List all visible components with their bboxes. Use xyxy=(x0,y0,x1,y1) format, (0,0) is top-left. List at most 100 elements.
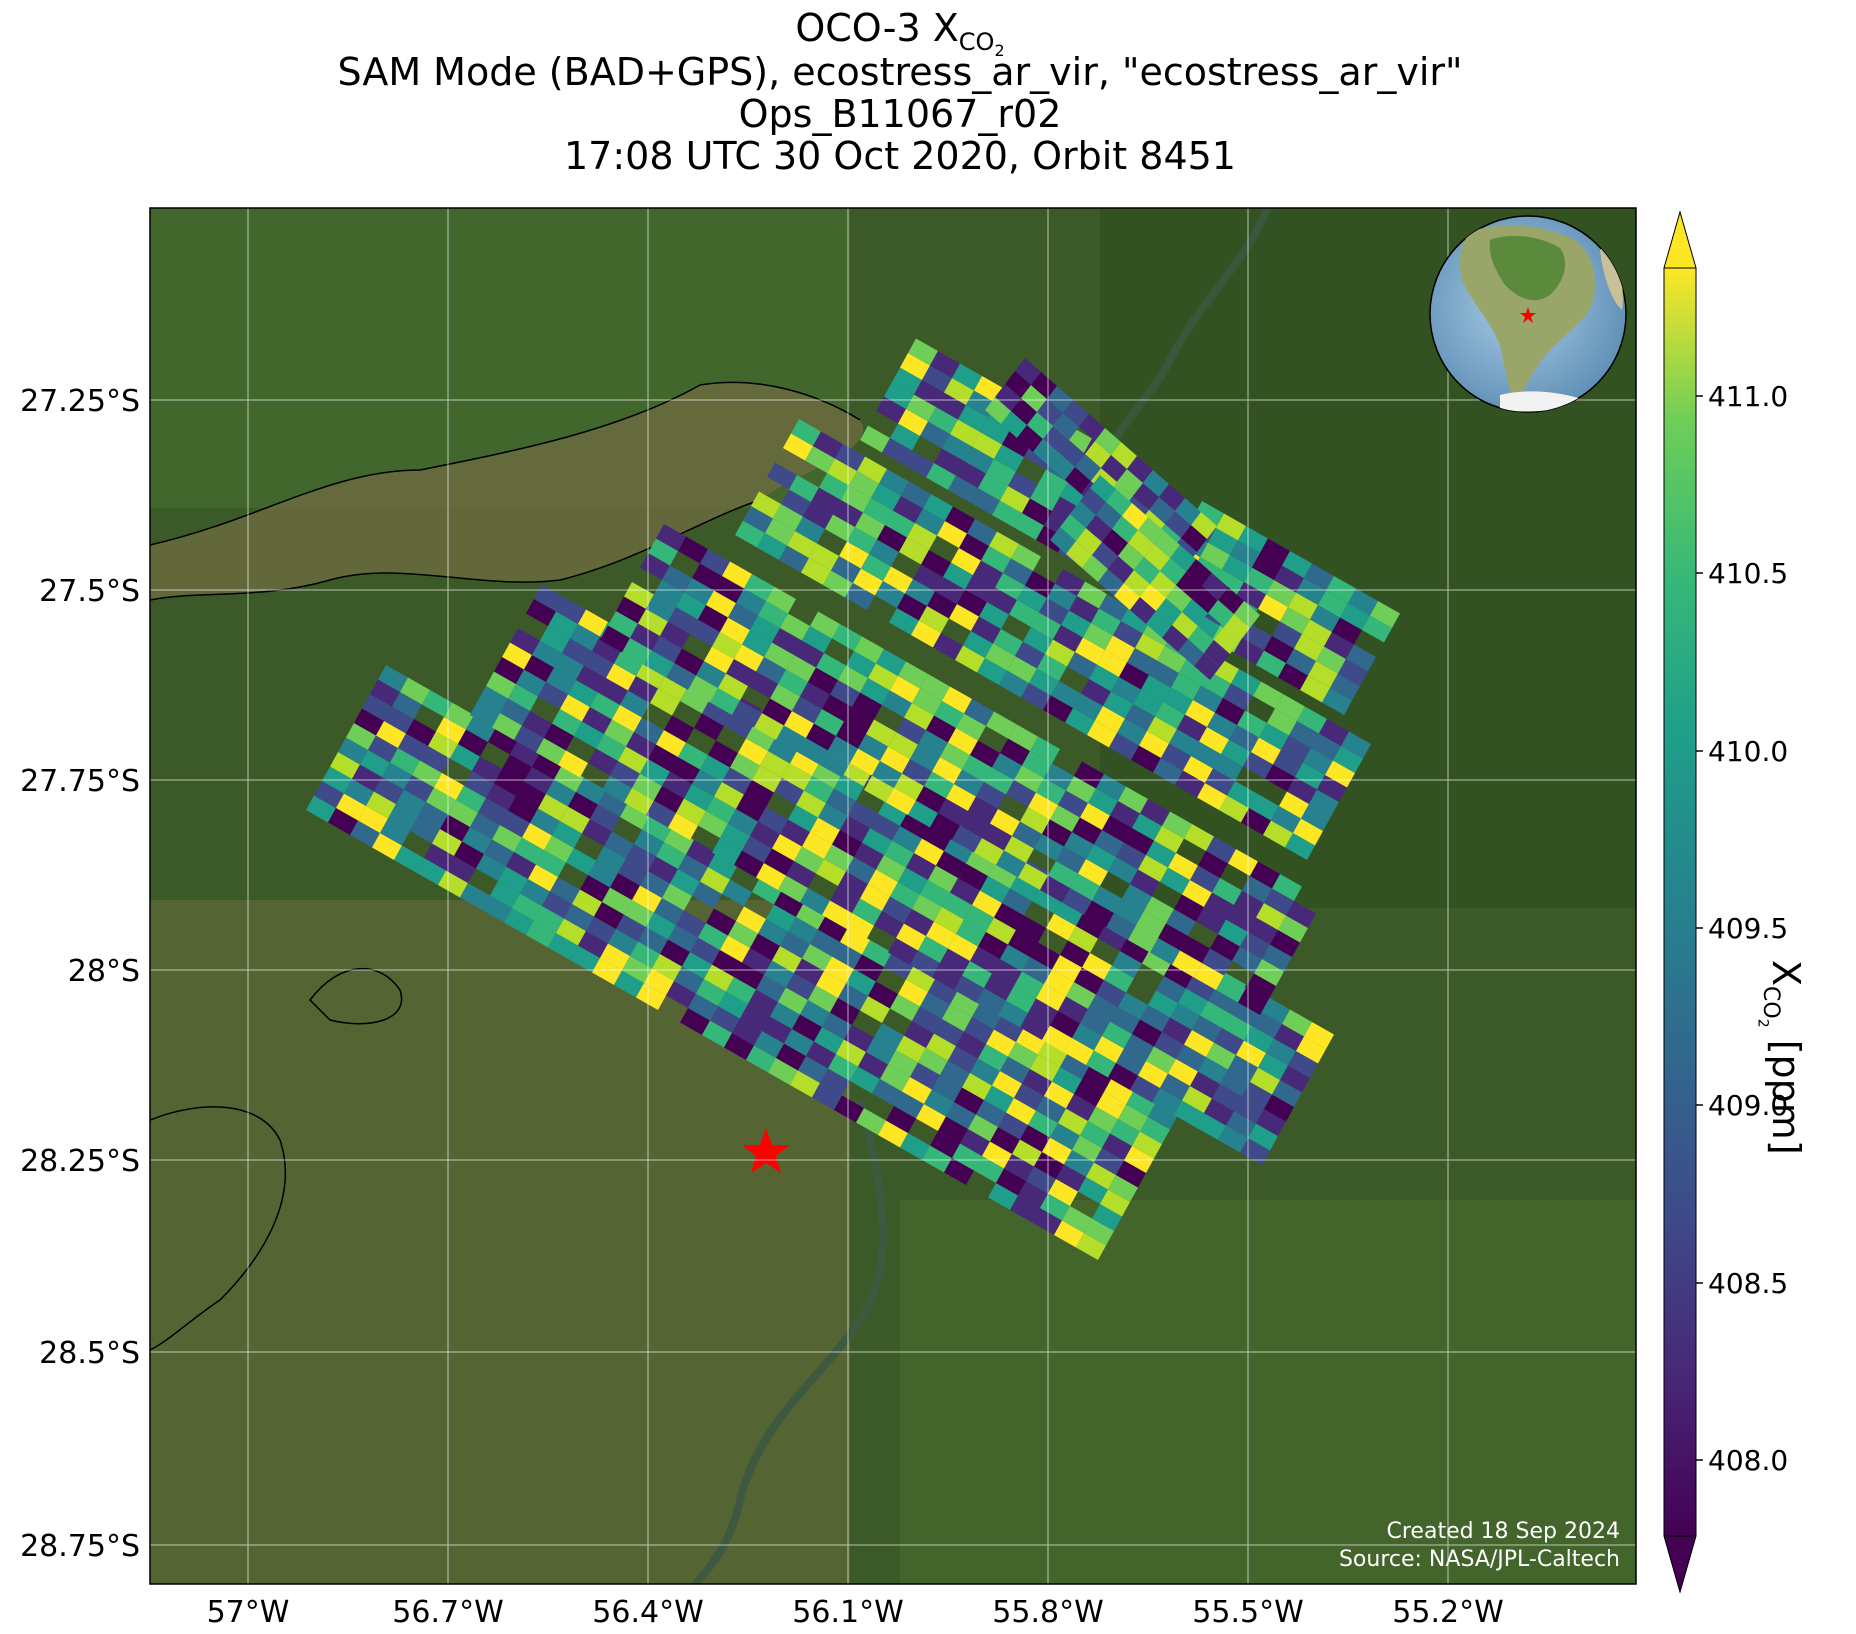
xco2-footprint xyxy=(942,892,972,920)
xco2-footprint xyxy=(911,620,941,648)
xco2-footprint xyxy=(823,570,853,598)
xco2-footprint xyxy=(524,655,554,682)
xco2-footprint xyxy=(948,475,978,503)
xco2-footprint xyxy=(726,659,756,686)
xco2-footprint xyxy=(722,767,752,795)
xco2-footprint xyxy=(1015,641,1045,669)
xco2-footprint xyxy=(416,858,446,885)
xco2-footprint xyxy=(662,565,692,593)
xco2-footprint xyxy=(1073,693,1103,721)
xco2-footprint xyxy=(801,558,831,585)
xco2-footprint xyxy=(963,631,993,658)
title-line-2: SAM Mode (BAD+GPS), ecostress_ar_vir, "e… xyxy=(337,50,1463,94)
xco2-footprint xyxy=(1125,704,1155,731)
xco2-footprint xyxy=(1096,502,1122,529)
xco2-footprint xyxy=(1010,1195,1040,1223)
xco2-footprint xyxy=(698,811,728,838)
xco2-footprint xyxy=(888,732,918,759)
xco2-footprint xyxy=(913,564,943,592)
xco2-footprint xyxy=(830,998,860,1025)
xco2-footprint xyxy=(989,531,1019,559)
xco2-footprint xyxy=(860,996,890,1023)
xco2-footprint xyxy=(1075,454,1101,481)
xco2-footprint xyxy=(1140,1117,1170,1144)
xco2-footprint xyxy=(1169,729,1199,756)
xco2-footprint xyxy=(598,678,628,705)
xco2-footprint xyxy=(1080,1009,1110,1036)
xco2-footprint xyxy=(1205,768,1235,796)
xco2-footprint xyxy=(600,625,630,653)
xco2-footprint xyxy=(1062,888,1092,915)
xco2-footprint xyxy=(795,516,825,544)
xco2-footprint xyxy=(330,752,360,779)
xco2-footprint xyxy=(624,900,654,927)
xco2-footprint xyxy=(702,699,732,726)
xco2-footprint xyxy=(1162,625,1188,652)
xco2-footprint xyxy=(1234,638,1264,665)
xco2-footprint xyxy=(1020,1125,1050,1152)
xco2-footprint xyxy=(908,338,938,366)
xco2-footprint xyxy=(882,690,912,718)
xco2-footprint xyxy=(448,800,478,827)
xco2-footprint xyxy=(1191,741,1221,769)
xco2-footprint xyxy=(822,694,852,722)
xco2-footprint xyxy=(404,775,434,802)
xco2-footprint xyxy=(1188,626,1214,653)
xco2-footprint xyxy=(450,744,480,771)
xco2-footprint xyxy=(744,574,774,601)
xco2-footprint xyxy=(838,871,868,899)
xco2-footprint xyxy=(1208,528,1238,555)
xco2-footprint xyxy=(590,692,620,720)
xco2-footprint xyxy=(1086,515,1112,542)
xco2-footprint xyxy=(566,848,596,875)
xco2-footprint xyxy=(720,823,750,851)
xco2-footprint xyxy=(1042,1025,1072,1053)
xco2-footprint xyxy=(1030,736,1060,764)
xco2-footprint xyxy=(1302,619,1332,647)
xco2-footprint xyxy=(956,461,986,488)
xco2-footprint xyxy=(1000,944,1030,972)
xco2-footprint xyxy=(874,911,904,938)
xco2-footprint xyxy=(734,644,764,672)
lat-tick-label: 28.5°S xyxy=(39,1336,140,1371)
xco2-footprint xyxy=(698,605,728,632)
xco2-footprint xyxy=(658,674,688,701)
xco2-footprint xyxy=(950,878,980,905)
xco2-footprint xyxy=(888,938,918,965)
xco2-footprint xyxy=(680,686,710,714)
xco2-footprint xyxy=(1060,514,1086,541)
xco2-footprint xyxy=(1194,501,1224,528)
xco2-footprint xyxy=(993,629,1023,656)
xco2-footprint xyxy=(805,446,835,473)
xco2-footprint xyxy=(644,968,674,996)
lon-tick-label: 55.2°W xyxy=(1392,1595,1503,1630)
xco2-footprint xyxy=(1095,706,1125,733)
xco2-footprint xyxy=(1023,627,1053,654)
xco2-footprint xyxy=(1034,834,1064,861)
xco2-footprint xyxy=(1271,806,1301,833)
xco2-footprint xyxy=(1005,371,1031,398)
colorbar-tick-label: 410.0 xyxy=(1708,735,1788,768)
xco2-footprint xyxy=(712,632,742,659)
lon-tick-label: 55.5°W xyxy=(1192,1595,1303,1630)
xco2-footprint xyxy=(1362,615,1392,643)
xco2-footprint xyxy=(606,663,636,691)
xco2-footprint xyxy=(956,1031,986,1059)
xco2-footprint xyxy=(1259,723,1289,750)
xco2-footprint xyxy=(1118,786,1148,814)
xco2-footprint xyxy=(1212,1084,1242,1111)
xco2-footprint xyxy=(816,653,846,680)
xco2-footprint xyxy=(544,835,574,863)
xco2-footprint xyxy=(888,1050,918,1077)
xco2-footprint xyxy=(610,761,640,788)
xco2-footprint xyxy=(676,910,706,938)
xco2-footprint xyxy=(1288,592,1318,620)
xco2-footprint xyxy=(1116,1160,1146,1188)
xco2-footprint xyxy=(994,444,1024,472)
xco2-footprint xyxy=(444,702,474,730)
colorbar: 411.0 410.5 410.0 409.5 409.0 408.5 408.… xyxy=(1663,210,1788,1594)
xco2-footprint xyxy=(1088,1106,1118,1134)
xco2-footprint xyxy=(1009,600,1039,627)
xco2-footprint xyxy=(1288,1051,1318,1078)
xco2-footprint xyxy=(883,566,913,594)
